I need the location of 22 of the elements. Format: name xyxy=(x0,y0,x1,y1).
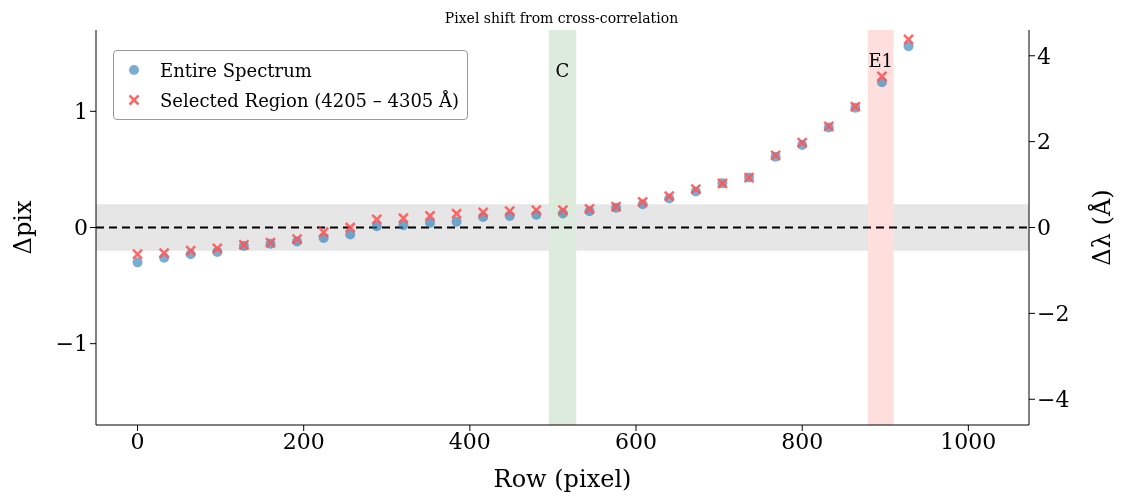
y2-tick-label: 0 xyxy=(1037,215,1051,241)
chart-title: Pixel shift from cross-correlation xyxy=(443,10,680,26)
y-tick-label: 1 xyxy=(74,99,88,125)
y-tick-label: −1 xyxy=(55,331,88,357)
y2-axis-title: Δλ (Å) xyxy=(1086,189,1116,266)
x-tick-label: 200 xyxy=(282,428,325,454)
y-axis-title: Δpix xyxy=(8,200,37,255)
band-label: C xyxy=(555,59,570,81)
y2-tick-label: −4 xyxy=(1037,387,1070,413)
x-tick-label: 800 xyxy=(781,428,824,454)
legend-label: Selected Region (4205 – 4305 Å) xyxy=(160,89,460,111)
x-tick-label: 600 xyxy=(615,428,658,454)
x-tick-label: 400 xyxy=(448,428,491,454)
band-label: E1 xyxy=(868,49,893,71)
y2-tick-label: −2 xyxy=(1037,301,1070,327)
y-tick-label: 0 xyxy=(74,215,88,241)
legend-label: Entire Spectrum xyxy=(160,59,312,81)
y2-tick-label: 4 xyxy=(1037,43,1051,69)
x-tick-label: 1000 xyxy=(940,428,997,454)
x-axis-title: Row (pixel) xyxy=(493,465,632,493)
y2-tick-label: 2 xyxy=(1037,129,1051,155)
x-tick-label: 0 xyxy=(130,428,145,454)
